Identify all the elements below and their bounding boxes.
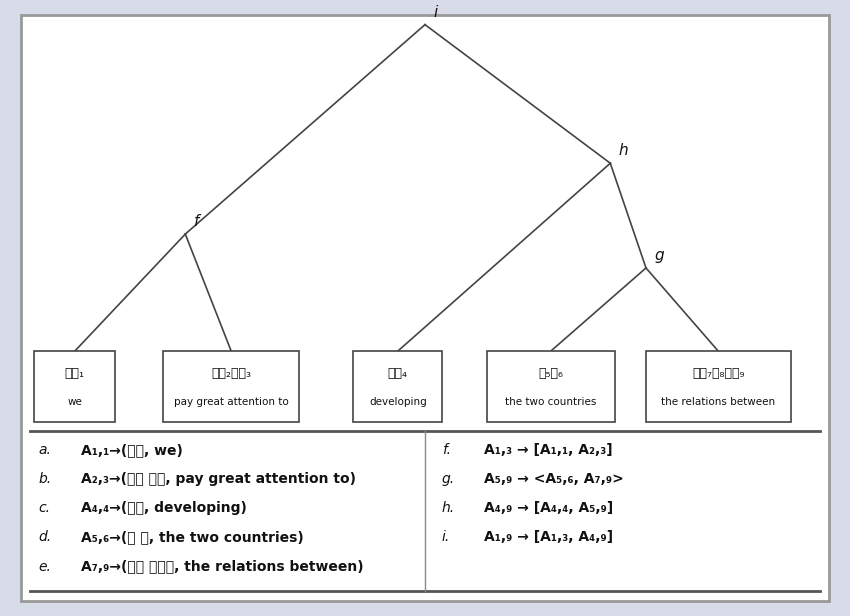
- FancyBboxPatch shape: [163, 351, 299, 422]
- Text: i.: i.: [442, 530, 450, 545]
- Text: h: h: [619, 144, 628, 158]
- Text: A₄,₄→(发展, developing): A₄,₄→(发展, developing): [81, 501, 246, 516]
- Text: we: we: [67, 397, 82, 407]
- Text: A₅,₉ → <A₅,₆, A₇,₉>: A₅,₉ → <A₅,₆, A₇,₉>: [484, 472, 624, 486]
- Text: c.: c.: [38, 501, 50, 516]
- Text: the two countries: the two countries: [505, 397, 597, 407]
- Text: A₁,₃ → [A₁,₁, A₂,₃]: A₁,₃ → [A₁,₁, A₂,₃]: [484, 443, 613, 457]
- Text: 之间₇的₈关系₉: 之间₇的₈关系₉: [692, 367, 745, 380]
- Text: the relations between: the relations between: [661, 397, 775, 407]
- Text: A₇,₉→(之间 的关系, the relations between): A₇,₉→(之间 的关系, the relations between): [81, 559, 363, 573]
- FancyBboxPatch shape: [354, 351, 443, 422]
- Text: A₂,₃→(十分 重视, pay great attention to): A₂,₃→(十分 重视, pay great attention to): [81, 472, 356, 486]
- Text: i: i: [434, 5, 438, 20]
- Text: b.: b.: [38, 472, 51, 486]
- Text: pay great attention to: pay great attention to: [174, 397, 289, 407]
- Text: 发展₄: 发展₄: [388, 367, 408, 380]
- Text: 我们₁: 我们₁: [65, 367, 85, 380]
- Text: 十分₂重视₃: 十分₂重视₃: [211, 367, 252, 380]
- Text: A₁,₁→(我们, we): A₁,₁→(我们, we): [81, 443, 183, 457]
- Text: h.: h.: [442, 501, 455, 516]
- FancyBboxPatch shape: [646, 351, 790, 422]
- Text: A₅,₆→(两 国, the two countries): A₅,₆→(两 国, the two countries): [81, 530, 303, 545]
- Text: d.: d.: [38, 530, 51, 545]
- Text: g: g: [654, 248, 664, 263]
- FancyBboxPatch shape: [21, 15, 829, 601]
- FancyBboxPatch shape: [34, 351, 116, 422]
- Text: f: f: [194, 214, 199, 229]
- Text: developing: developing: [369, 397, 427, 407]
- Text: a.: a.: [38, 443, 51, 457]
- Text: g.: g.: [442, 472, 455, 486]
- Text: 两₅国₆: 两₅国₆: [538, 367, 564, 380]
- Text: e.: e.: [38, 559, 51, 573]
- Text: A₁,₉ → [A₁,₃, A₄,₉]: A₁,₉ → [A₁,₃, A₄,₉]: [484, 530, 614, 545]
- FancyBboxPatch shape: [487, 351, 615, 422]
- Text: A₄,₉ → [A₄,₄, A₅,₉]: A₄,₉ → [A₄,₄, A₅,₉]: [484, 501, 614, 516]
- Text: f.: f.: [442, 443, 451, 457]
